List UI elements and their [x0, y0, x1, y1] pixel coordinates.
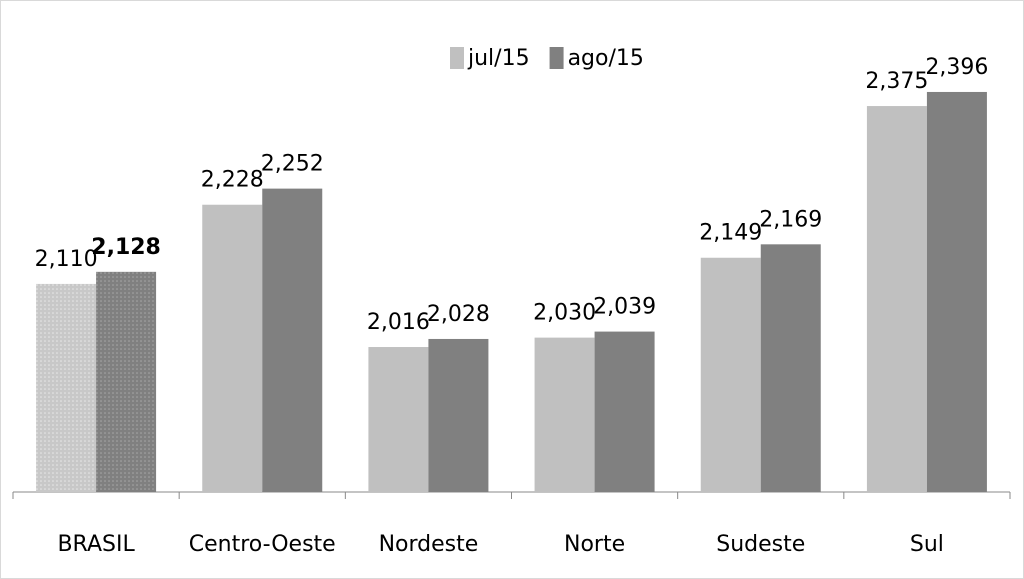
legend-swatch — [549, 47, 564, 69]
legend-label: jul/15 — [467, 46, 530, 71]
bar — [368, 347, 429, 492]
value-label: 2,110 — [35, 247, 98, 272]
value-label: 2,396 — [925, 55, 988, 80]
bar — [926, 91, 987, 492]
value-label: 2,149 — [699, 221, 762, 246]
value-label: 2,028 — [427, 302, 490, 327]
x-tick-label: Sul — [910, 532, 944, 557]
bar — [594, 331, 655, 492]
x-tick-label: Norte — [564, 532, 625, 557]
x-tick-label: Nordeste — [379, 532, 479, 557]
value-label: 2,039 — [593, 295, 656, 320]
bar — [700, 257, 761, 492]
x-tick-label: Sudeste — [716, 532, 805, 557]
value-label: 2,375 — [865, 69, 928, 94]
bar — [36, 283, 97, 492]
bar — [866, 106, 927, 492]
bar — [202, 204, 263, 492]
value-label: 2,228 — [201, 168, 264, 193]
value-label: 2,016 — [367, 310, 430, 335]
legend-swatch — [450, 47, 464, 69]
value-label: 2,169 — [759, 207, 822, 232]
bar — [760, 244, 821, 492]
value-label: 2,252 — [261, 152, 324, 177]
value-label: 2,030 — [533, 301, 596, 326]
bar — [428, 338, 489, 492]
bar — [534, 337, 595, 492]
bar — [96, 271, 157, 492]
x-tick-label: BRASIL — [57, 532, 135, 557]
value-label: 2,128 — [91, 235, 161, 260]
bar — [262, 188, 323, 492]
legend-label: ago/15 — [568, 46, 644, 71]
x-tick-label: Centro-Oeste — [189, 532, 336, 557]
